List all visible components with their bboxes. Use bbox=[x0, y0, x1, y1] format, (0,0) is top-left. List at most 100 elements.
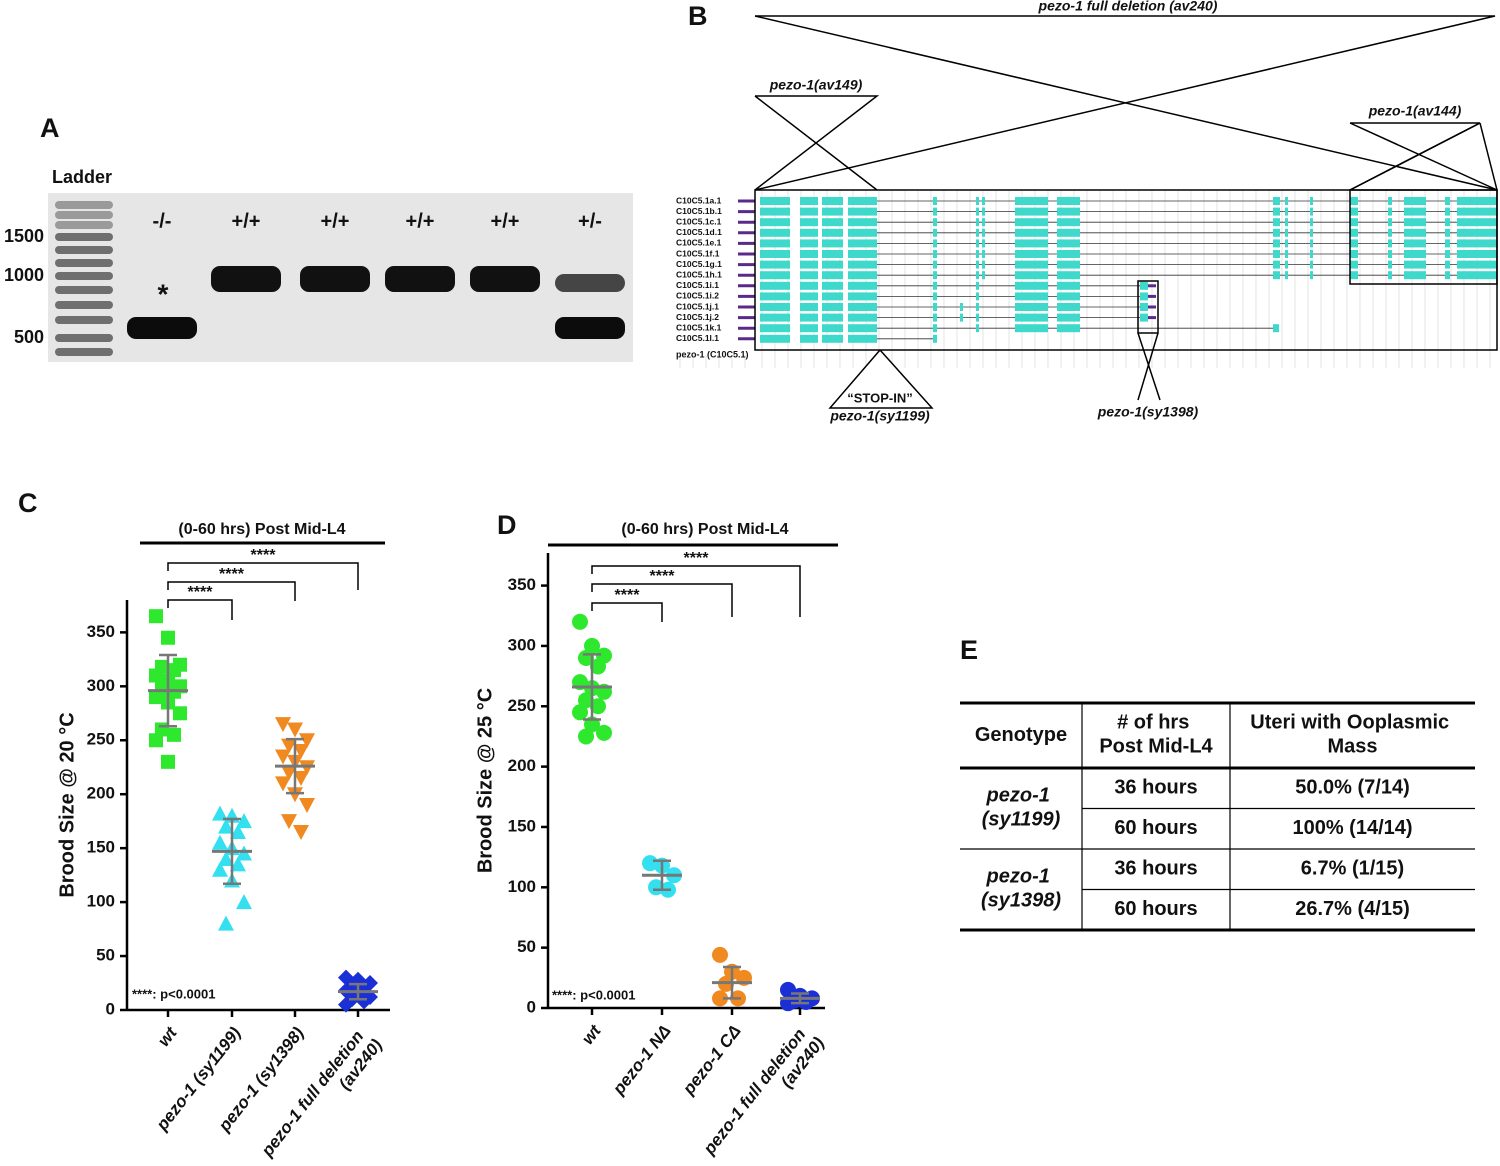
exon bbox=[933, 292, 937, 301]
text-line: pezo-1 bbox=[986, 866, 1056, 888]
table-cell: 50.0% (7/14) bbox=[1295, 777, 1410, 799]
insertion-cross bbox=[1137, 332, 1159, 401]
exon bbox=[822, 324, 843, 333]
exon bbox=[933, 271, 937, 280]
exon bbox=[822, 292, 843, 301]
exon bbox=[1015, 313, 1048, 322]
exon bbox=[1350, 197, 1358, 205]
exon bbox=[822, 303, 843, 311]
deletion-triangle bbox=[754, 95, 880, 191]
table-genotype: pezo-1 (sy1398) bbox=[981, 866, 1061, 912]
exon bbox=[1057, 207, 1080, 216]
exon bbox=[1015, 218, 1048, 227]
table-cell: 100% (14/14) bbox=[1292, 817, 1412, 839]
gel-band bbox=[555, 274, 625, 292]
table-cell: 60 hours bbox=[1114, 817, 1197, 839]
exon bbox=[800, 228, 818, 237]
exon bbox=[1445, 271, 1450, 280]
exon bbox=[982, 218, 985, 227]
exon bbox=[1140, 281, 1148, 290]
gel-band bbox=[470, 266, 540, 292]
exon bbox=[1015, 207, 1048, 216]
point bbox=[299, 798, 315, 813]
y-tick-label: 100 bbox=[87, 892, 115, 911]
gene-label: pezo-1 (C10C5.1) bbox=[676, 349, 749, 359]
exon bbox=[822, 281, 843, 290]
y-tick-label: 250 bbox=[87, 730, 115, 749]
exon bbox=[976, 313, 979, 322]
significance-bracket bbox=[591, 583, 733, 617]
x-tick-label: wt bbox=[154, 1022, 181, 1050]
exon bbox=[760, 271, 790, 280]
point bbox=[149, 609, 163, 624]
insertion-cross bbox=[1137, 332, 1161, 401]
exon bbox=[848, 324, 877, 333]
exon bbox=[982, 271, 985, 280]
ladder-band bbox=[55, 233, 113, 241]
exon bbox=[1057, 260, 1080, 269]
exon bbox=[760, 303, 790, 311]
point bbox=[149, 668, 163, 683]
exon bbox=[933, 250, 937, 258]
exon bbox=[1273, 207, 1280, 216]
deletion-triangle bbox=[1349, 122, 1498, 191]
exon bbox=[848, 303, 877, 311]
exon bbox=[1273, 239, 1280, 248]
gel-marker: * bbox=[158, 278, 169, 309]
exon bbox=[1404, 271, 1426, 280]
exon bbox=[822, 250, 843, 258]
exon bbox=[848, 260, 877, 269]
x-tick-label: pezo-1 NΔ bbox=[608, 1022, 674, 1099]
insertion-note: “STOP-IN” bbox=[847, 390, 913, 405]
point bbox=[236, 845, 252, 861]
point bbox=[212, 861, 228, 877]
text-line: (sy1398) bbox=[981, 890, 1061, 912]
isoform-label: C10C5.1e.1 bbox=[676, 238, 722, 248]
exon bbox=[1057, 313, 1080, 322]
exon bbox=[848, 313, 877, 322]
gel-band bbox=[385, 266, 455, 292]
gel-band bbox=[555, 317, 625, 339]
table-cell: 36 hours bbox=[1114, 777, 1197, 799]
gene-box bbox=[1137, 280, 1159, 334]
exon bbox=[822, 313, 843, 322]
exon bbox=[1350, 207, 1358, 216]
exon bbox=[1310, 218, 1313, 227]
exon bbox=[1457, 239, 1497, 248]
ladder-band bbox=[55, 259, 113, 267]
exon bbox=[976, 250, 979, 258]
exon bbox=[1445, 207, 1450, 216]
isoform-label: C10C5.1c.1 bbox=[676, 216, 722, 226]
exon bbox=[1445, 228, 1450, 237]
exon bbox=[1015, 260, 1048, 269]
text-line: Post Mid-L4 bbox=[1099, 736, 1213, 758]
exon bbox=[800, 281, 818, 290]
point bbox=[356, 993, 372, 1010]
text-line: Mass bbox=[1327, 736, 1377, 758]
exon bbox=[1310, 197, 1313, 205]
text-line: (sy1199) bbox=[982, 809, 1061, 831]
exon bbox=[1404, 228, 1426, 237]
exon bbox=[822, 271, 843, 280]
exon bbox=[1310, 260, 1313, 269]
significance-label: **** bbox=[650, 568, 676, 585]
point bbox=[275, 749, 291, 765]
ladder-size: 1500 bbox=[4, 226, 44, 246]
exon bbox=[760, 324, 790, 333]
exon bbox=[800, 218, 818, 227]
exon bbox=[1057, 303, 1080, 311]
exon bbox=[1273, 197, 1280, 205]
exon bbox=[1057, 218, 1080, 227]
exon bbox=[1388, 197, 1392, 205]
annotation: ****: p<0.0001 bbox=[552, 987, 635, 1002]
deletion-triangle bbox=[1479, 122, 1498, 191]
exon bbox=[800, 324, 818, 333]
ladder-band bbox=[55, 316, 113, 324]
point bbox=[572, 704, 588, 721]
exon bbox=[1140, 313, 1148, 322]
y-tick-label: 50 bbox=[96, 946, 115, 965]
exon bbox=[1015, 324, 1048, 333]
exon bbox=[1285, 271, 1288, 280]
point bbox=[293, 824, 309, 840]
exon bbox=[1388, 207, 1392, 216]
